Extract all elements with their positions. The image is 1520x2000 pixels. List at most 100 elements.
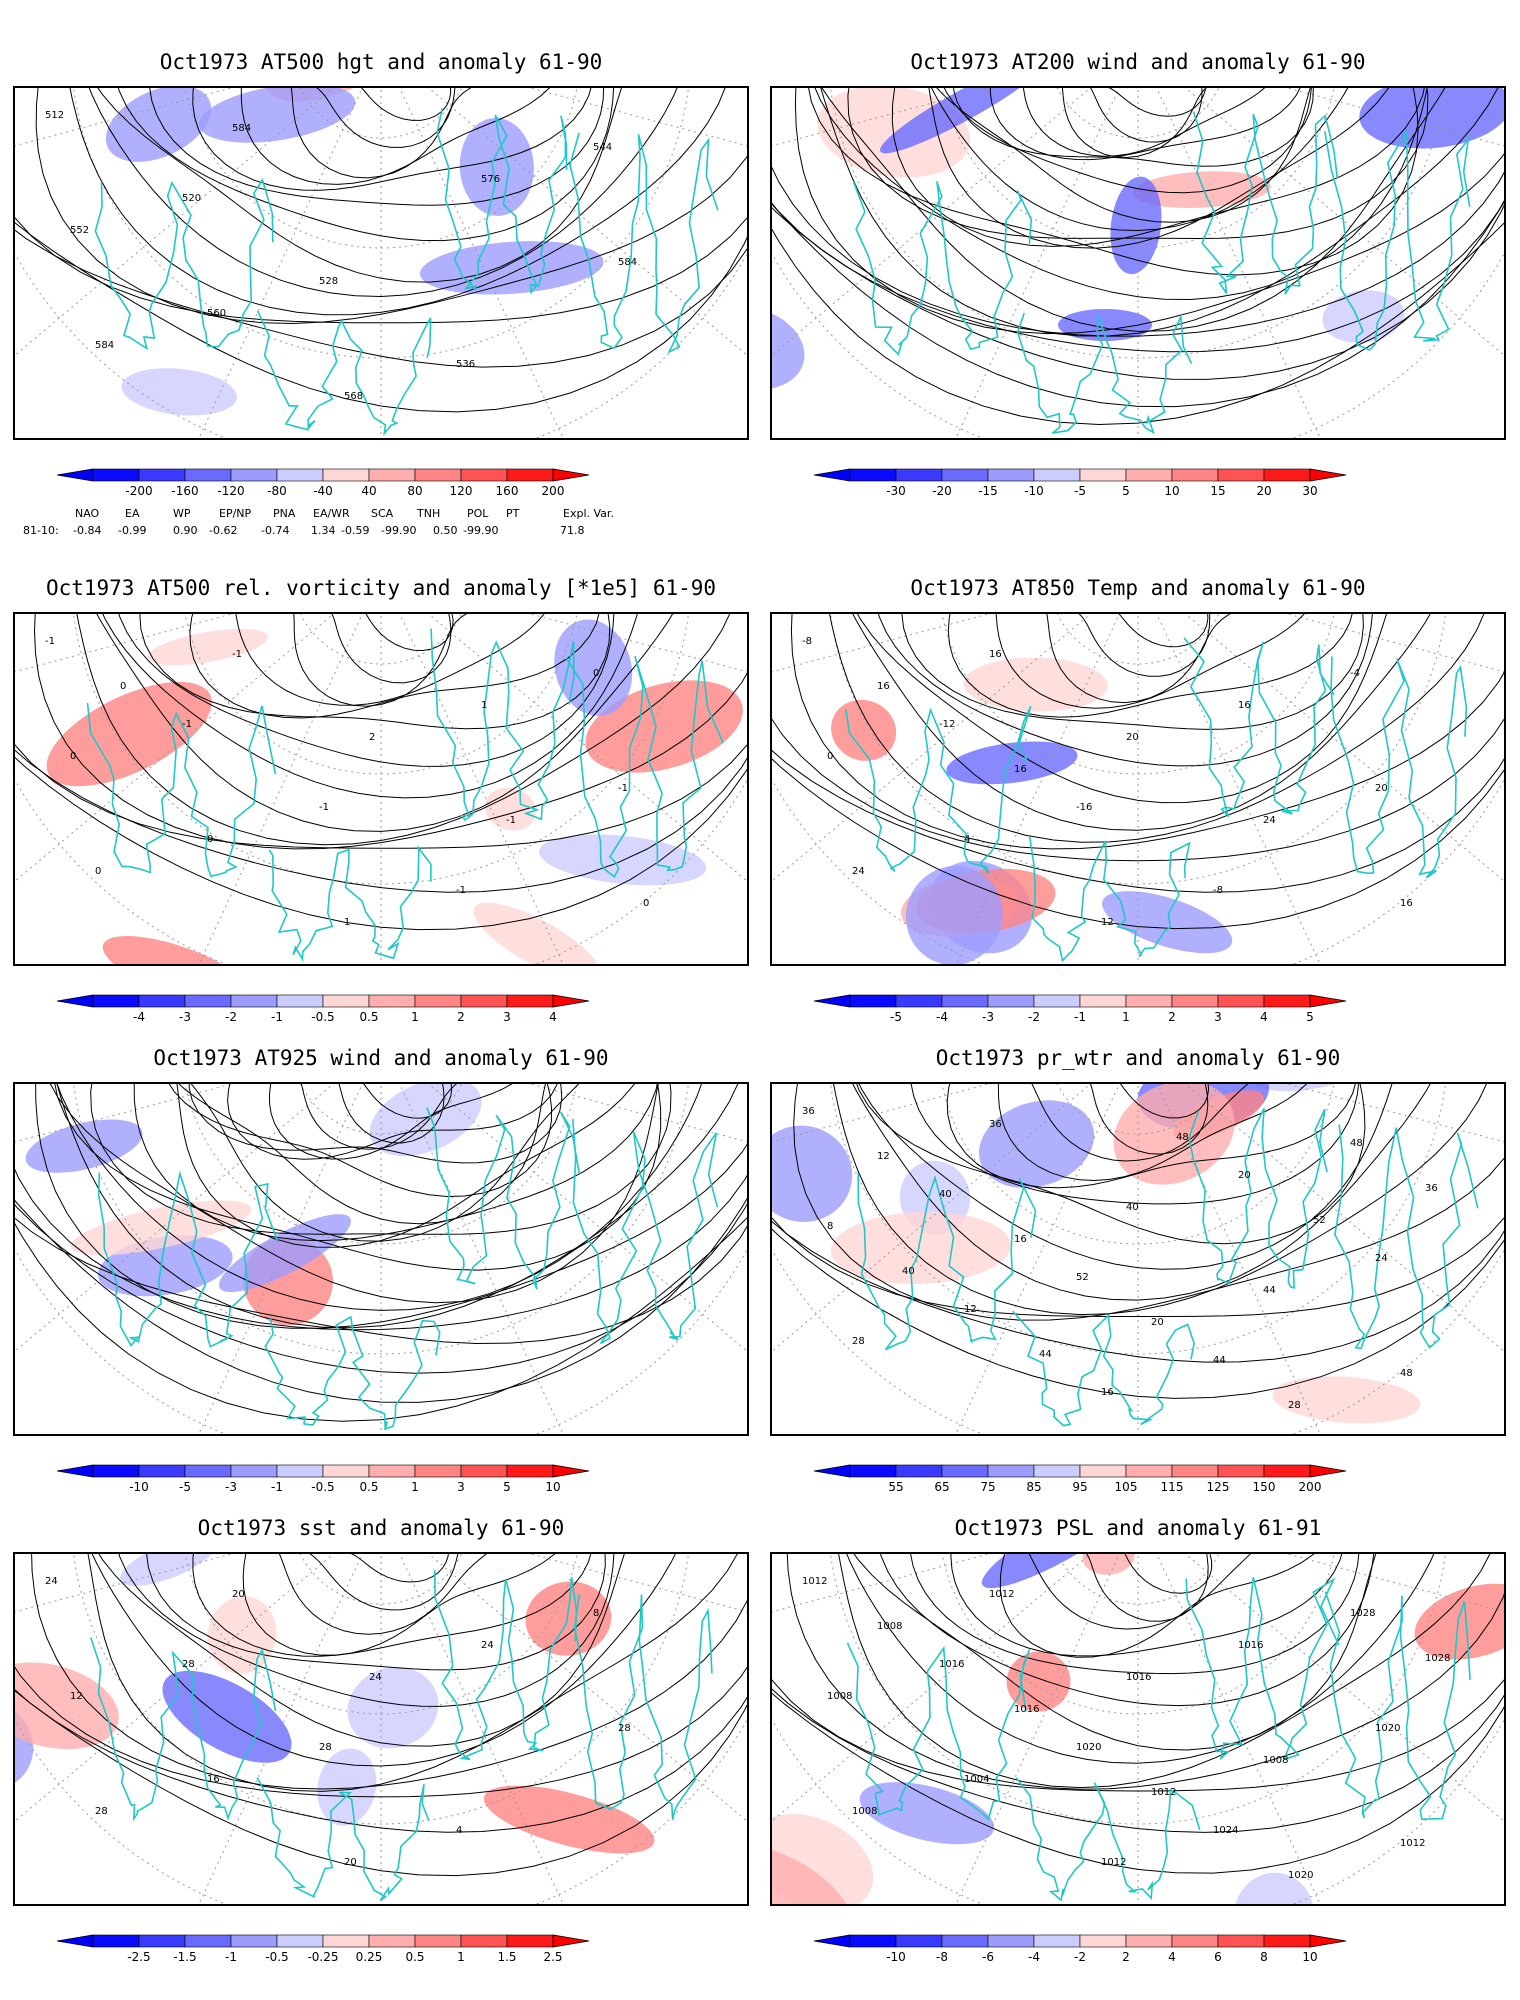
colorbar-tick-label: 105	[1115, 1480, 1138, 1494]
contour-label: 20	[1126, 732, 1139, 743]
anomaly-shading	[419, 241, 604, 295]
contour-label: -1	[319, 802, 329, 813]
colorbar-swatch	[1263, 1934, 1311, 1948]
colorbar-swatch	[184, 1934, 232, 1948]
map-frame: -8 -12 -16 -8 -4 0 4 12 16 20 24 16 20 24 16 16 16	[770, 612, 1506, 966]
contour-line	[901, 614, 1364, 730]
contour-line	[790, 614, 1504, 850]
anomaly-shading	[1110, 176, 1162, 275]
contour-label: 584	[232, 123, 251, 134]
colorbar-tick-label: 80	[407, 484, 422, 498]
meridian-line	[15, 1554, 234, 1613]
anomaly-shading	[1113, 1084, 1235, 1185]
contour-line	[858, 1084, 1393, 1270]
map-svg: 24 28 28 4 8 12 16 20 24 28 28 20 24	[15, 1554, 747, 1904]
panel-title: Oct1973 AT500 hgt and anomaly 61-90	[159, 50, 603, 74]
streamline	[35, 1084, 747, 1329]
anomaly-shading	[121, 368, 237, 416]
meridian-line	[1184, 614, 1504, 882]
colorbar-swatch	[322, 1934, 370, 1948]
contour-line	[1078, 614, 1211, 677]
colorbar-arrow-right	[552, 1934, 590, 1948]
contour-label: 24	[369, 1672, 382, 1683]
contour-label: -16	[1076, 802, 1092, 813]
streamline	[772, 166, 1504, 337]
colorbar-swatch	[1125, 1934, 1173, 1948]
colorbar-swatch	[322, 468, 370, 482]
streamline	[300, 1084, 458, 1150]
colorbar-swatch	[414, 1934, 462, 1948]
contour-label: 1016	[1238, 1640, 1263, 1651]
colorbar-tick-label: 85	[1026, 1480, 1041, 1494]
colorbar-swatch	[1263, 1464, 1311, 1478]
anomaly-shading	[25, 1119, 143, 1173]
contour-line	[793, 1084, 1504, 1321]
colorbar-tick-label: -10	[129, 1480, 149, 1494]
contour-line	[1089, 1084, 1209, 1155]
colorbar-swatch	[184, 994, 232, 1008]
colorbar-tick-label: 125	[1207, 1480, 1230, 1494]
colorbar-tick-label: -4	[1028, 1950, 1040, 1964]
contour-label: 28	[852, 1336, 865, 1347]
contour-label: 52	[1313, 1215, 1326, 1226]
colorbar-svg: -200 -160 -120 -80 -40 40 80 120 160 200	[56, 468, 590, 498]
contour-line	[15, 749, 747, 893]
contour-label: 12	[1101, 917, 1114, 928]
contour-line	[361, 88, 452, 121]
index-header: POL	[467, 507, 489, 520]
latitude-line	[830, 1554, 1446, 1825]
contour-line	[15, 222, 747, 413]
colorbar-swatch	[276, 1464, 324, 1478]
colorbar-swatch	[1263, 468, 1311, 482]
coastline	[1324, 1591, 1471, 1821]
colorbar-arrow-right	[1309, 468, 1347, 482]
colorbar-tick-label: 55	[888, 1480, 903, 1494]
colorbar-swatch	[230, 994, 278, 1008]
streamline	[176, 1084, 635, 1248]
contour-label: 1028	[1350, 1608, 1375, 1619]
contour-line	[1086, 1554, 1209, 1622]
map-svg: 1012 1016 1020 1024 1028 1008 1004 1012 1016 1020…	[772, 1554, 1504, 1904]
colorbar-tick-label: -30	[886, 484, 906, 498]
colorbar-swatch	[1125, 1464, 1173, 1478]
contour-label: 1012	[1151, 1787, 1176, 1798]
meridian-line	[1285, 1084, 1504, 1143]
contour-label: 24	[481, 1640, 494, 1651]
streamline	[1108, 88, 1206, 117]
streamline	[772, 204, 1504, 380]
contour-line	[772, 1688, 1504, 1833]
meridian-line	[198, 88, 363, 438]
colorbar: 55 65 75 85 95 105 115 125 150 200	[813, 1461, 1460, 1507]
colorbar-tick-label: 4	[549, 1010, 557, 1024]
contour-label: 0	[70, 751, 76, 762]
index-value: -0.59	[341, 524, 370, 537]
contour-label: 12	[964, 1304, 977, 1315]
latitude-line	[73, 88, 689, 359]
coastline	[565, 655, 724, 879]
colorbar-swatch	[941, 994, 989, 1008]
colorbar-tick-label: -1	[271, 1010, 283, 1024]
map-frame: 512 520 528 536 544 552 560 568 576 584 584 584	[13, 86, 749, 440]
colorbar-tick-label: 75	[980, 1480, 995, 1494]
streamline	[190, 1084, 580, 1242]
contour-line	[910, 1084, 1360, 1205]
contour-line	[995, 614, 1305, 709]
contour-label: 20	[344, 1857, 357, 1868]
colorbar-swatch	[1217, 1934, 1265, 1948]
anomaly-shading	[1359, 88, 1504, 149]
meridian-line	[528, 88, 747, 147]
colorbar-swatch	[322, 994, 370, 1008]
contour-line	[1031, 1084, 1249, 1162]
colorbar: -10 -8 -6 -4 -2 2 4 6 8 10	[813, 1931, 1460, 1977]
contour-label: 0	[593, 668, 599, 679]
contour-label: 16	[989, 649, 1002, 660]
map-frame: 24 28 28 4 8 12 16 20 24 28 28 20 24	[13, 1552, 749, 1906]
streamline	[15, 1168, 747, 1331]
colorbar-swatch	[895, 468, 943, 482]
anomaly-shading	[772, 1843, 855, 1904]
colorbar-swatch	[987, 1464, 1035, 1478]
streamline	[820, 88, 1499, 337]
colorbar-tick-label: 1	[1122, 1010, 1130, 1024]
contour-label: 24	[852, 866, 865, 877]
index-header-row: NAO EA WP EP/NP PNA EA/WR SCA TNH POL PT…	[13, 505, 749, 522]
